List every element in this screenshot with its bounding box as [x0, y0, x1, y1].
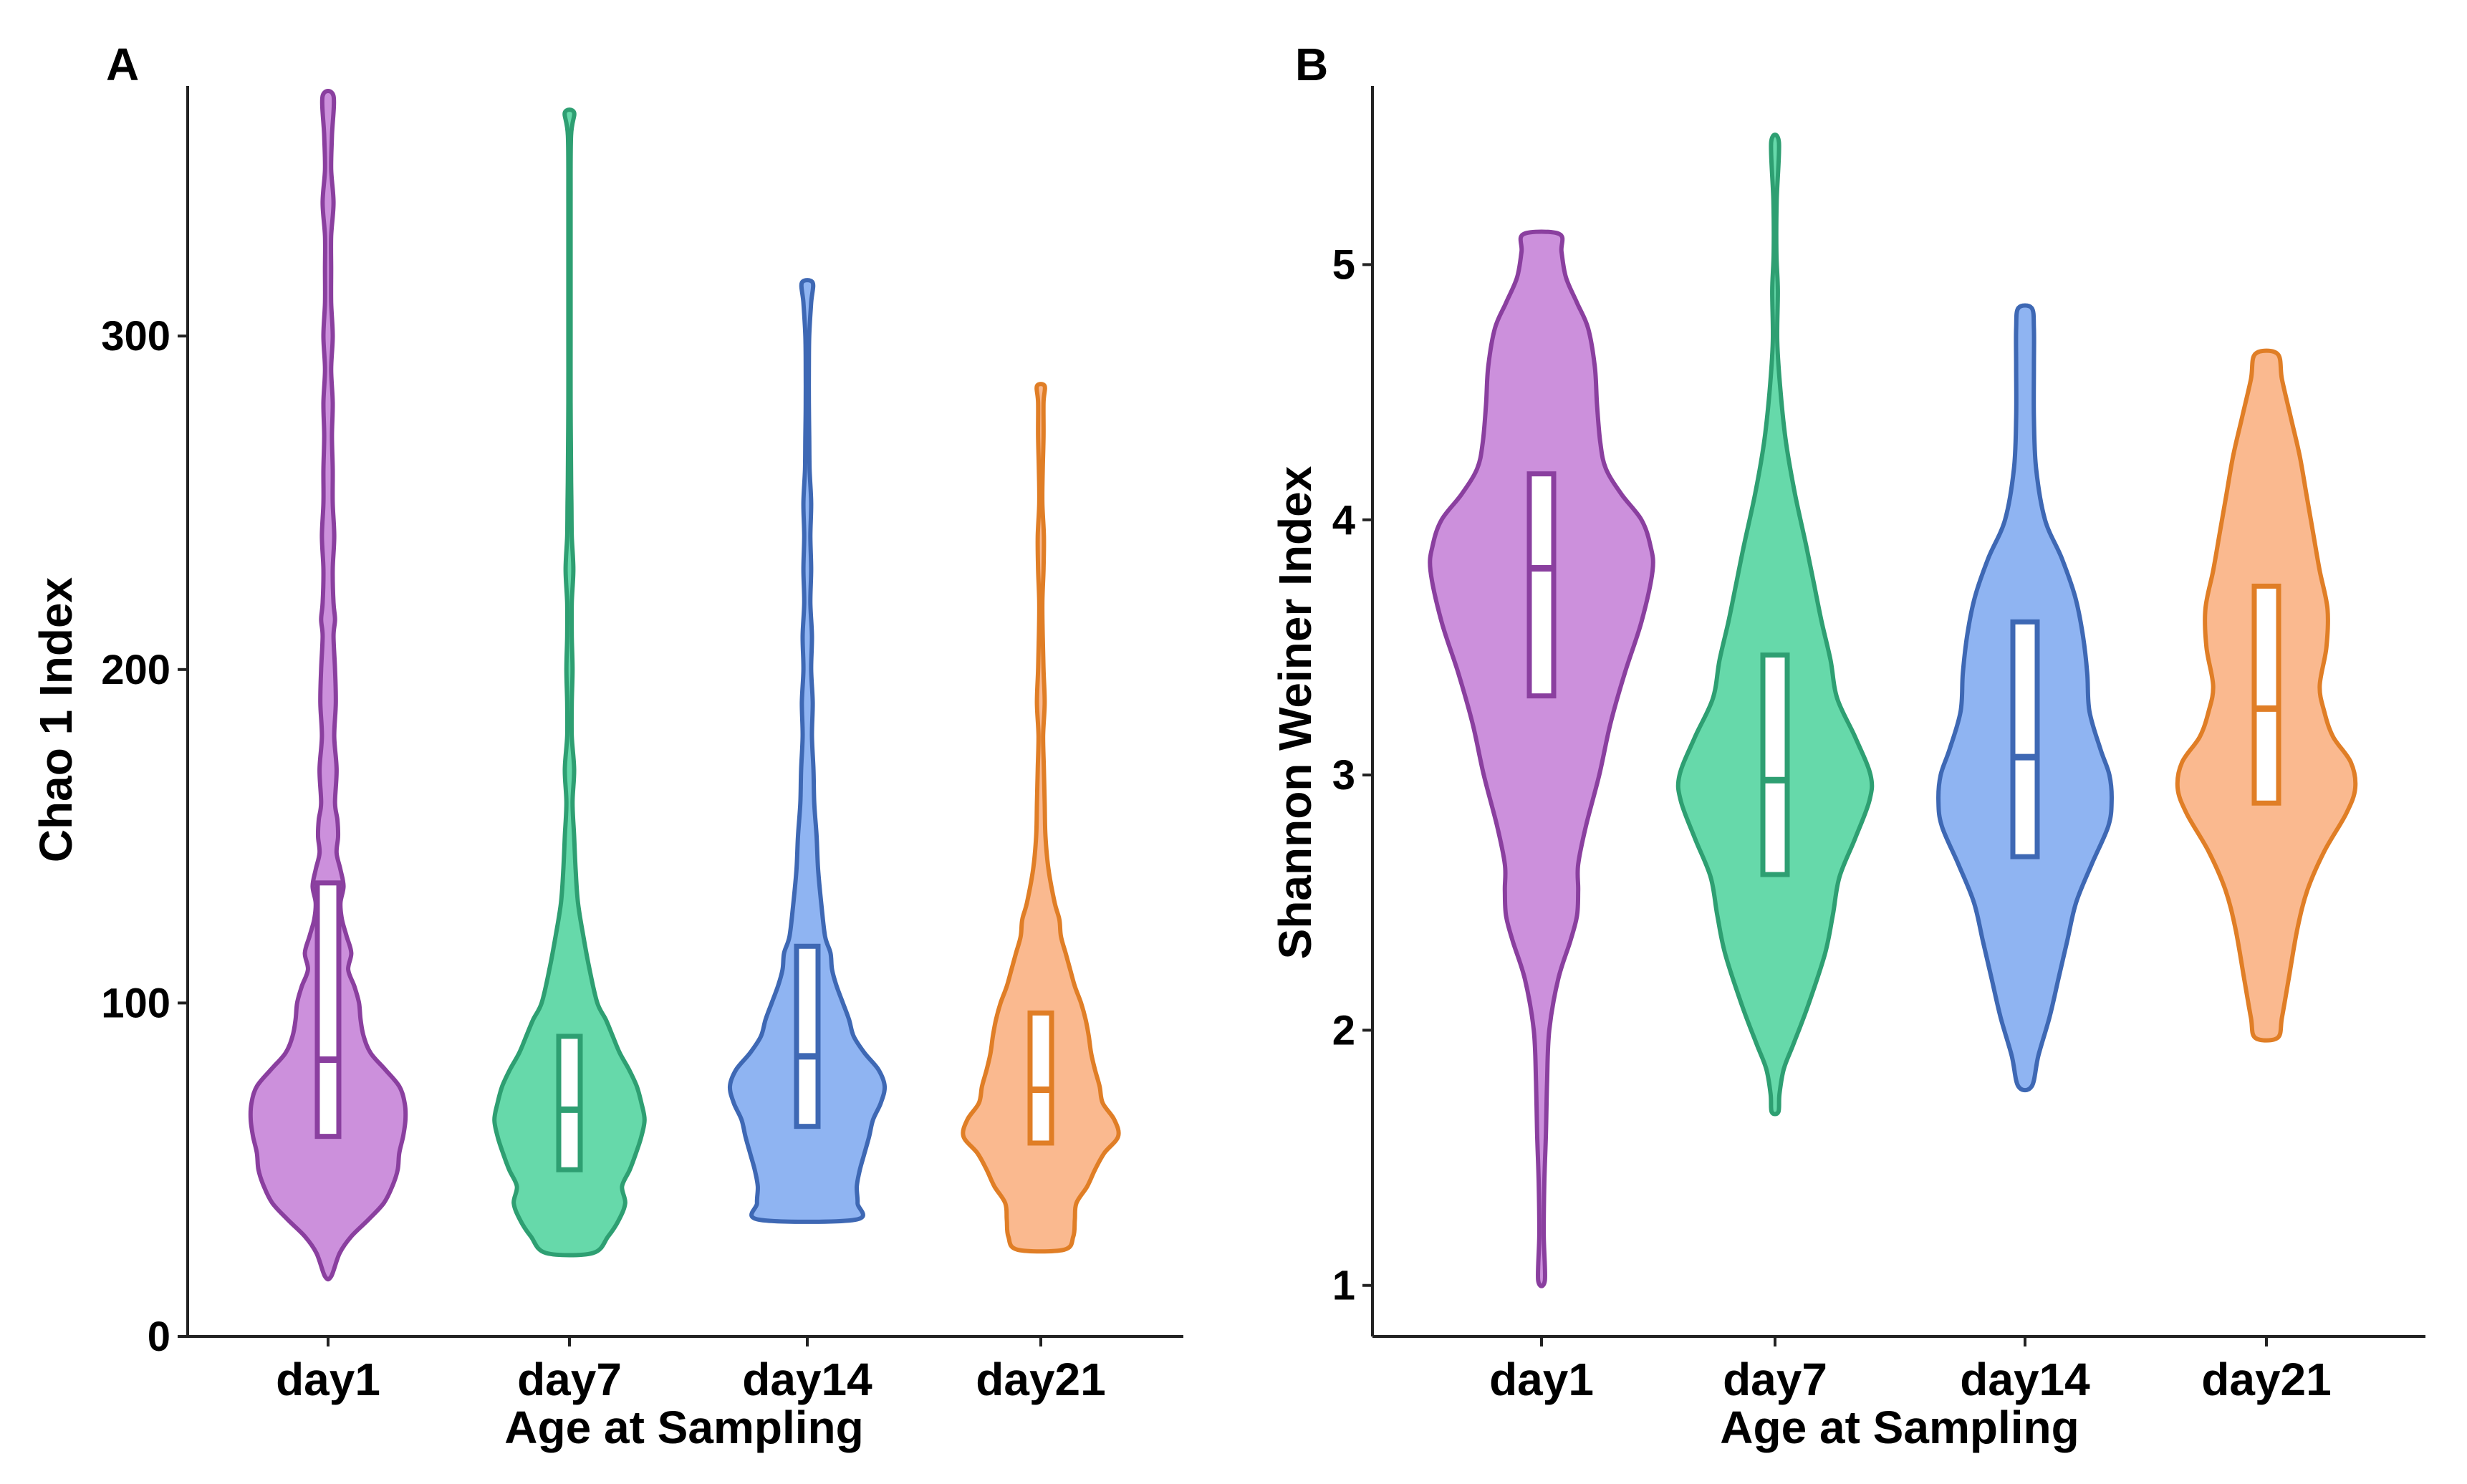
box-b-day7 — [1760, 652, 1790, 877]
panel-b: B Shannon Weiner Index Age at Sampling 1… — [1269, 39, 2425, 1453]
box-b-day1 — [1526, 471, 1557, 699]
x-tick-label-a-day1: day1 — [276, 1354, 380, 1405]
x-tick-label-b-day14: day14 — [1960, 1354, 2090, 1405]
box-a-day7 — [556, 1034, 583, 1172]
violin-a-day7 — [492, 107, 647, 1258]
y-tick-label-b: 2 — [1332, 1007, 1355, 1054]
box-a-day14 — [794, 943, 821, 1129]
y-tick-label-b: 4 — [1332, 497, 1355, 544]
violin-a-day14 — [727, 278, 888, 1224]
y-tick-label-a: 200 — [101, 647, 170, 693]
box-a-day1 — [314, 880, 342, 1140]
violin-b-day7 — [1675, 132, 1875, 1117]
box-b-day21 — [2251, 583, 2281, 806]
x-axis-title-b: Age at Sampling — [1720, 1402, 2079, 1453]
y-tick-label-a: 300 — [101, 313, 170, 360]
y-tick-label-a: 0 — [148, 1314, 170, 1360]
y-tick-label-b: 3 — [1332, 752, 1355, 799]
y-tick-label-b: 1 — [1332, 1263, 1355, 1309]
x-tick-label-b-day7: day7 — [1723, 1354, 1827, 1405]
y-axis-title-b: Shannon Weiner Index — [1269, 466, 1321, 959]
panel-a: A Chao 1 Index Age at Sampling 0 100 200 30… — [30, 39, 1183, 1453]
x-tick-label-a-day21: day21 — [976, 1354, 1105, 1405]
box-b-day14 — [2010, 619, 2040, 859]
violin-a-day21 — [961, 382, 1121, 1254]
panel-label-b: B — [1295, 39, 1328, 90]
violin-b-day1 — [1428, 229, 1655, 1288]
x-axis-title-a: Age at Sampling — [504, 1402, 863, 1453]
x-tick-label-a-day7: day7 — [517, 1354, 622, 1405]
x-tick-label-b-day21: day21 — [2201, 1354, 2331, 1405]
violin-a-day1 — [248, 89, 408, 1282]
panel-label-a: A — [106, 39, 139, 90]
x-tick-label-b-day1: day1 — [1489, 1354, 1594, 1405]
y-axis-title-a: Chao 1 Index — [30, 577, 82, 862]
y-tick-label-b: 5 — [1332, 241, 1355, 288]
x-tick-label-a-day14: day14 — [742, 1354, 872, 1405]
box-a-day21 — [1027, 1010, 1054, 1146]
y-tick-label-a: 100 — [101, 980, 170, 1026]
